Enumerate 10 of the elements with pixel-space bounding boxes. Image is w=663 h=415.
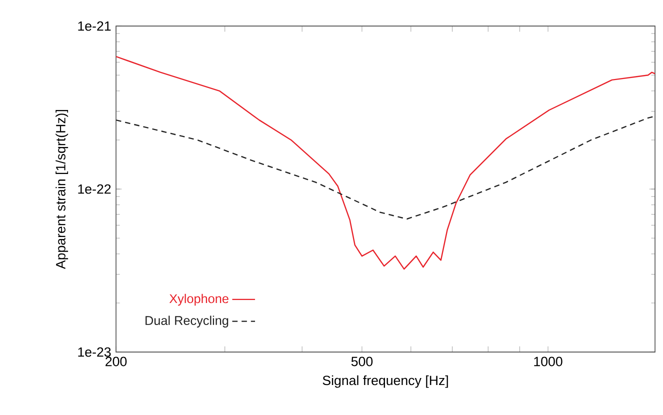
x-tick-label: 500: [351, 356, 373, 366]
x-tick-label: 1000: [534, 356, 562, 366]
legend-label: Xylophone: [169, 294, 228, 306]
x-axis-title: Signal frequency [Hz]: [322, 375, 448, 388]
y-tick-label: 1e-22: [78, 184, 111, 194]
legend-label: Dual Recycling: [146, 316, 228, 328]
y-tick-label: 1e-21: [78, 21, 111, 31]
y-tick-label: 1e-23: [78, 347, 111, 357]
y-axis-title: Apparent strain [1/sqrt(Hz)]: [56, 110, 68, 270]
x-tick-label: 200: [106, 356, 127, 366]
